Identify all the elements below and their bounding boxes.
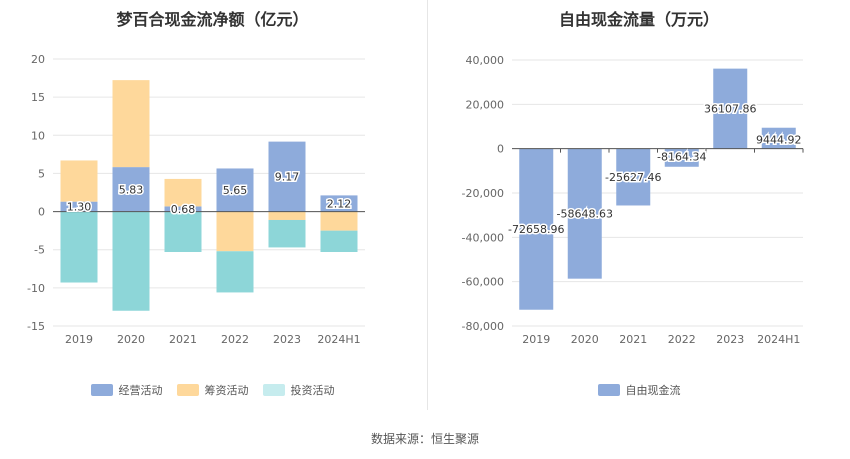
data-label: 36107.86: [704, 103, 757, 116]
x-tick-label: 2024H1: [317, 333, 360, 346]
bar-operating: [60, 201, 98, 212]
legend-item-investing[interactable]: 投资活动: [262, 382, 335, 398]
legend-swatch-operating: [90, 384, 113, 396]
y-tick-label: 15: [31, 91, 45, 104]
legend-label-investing: 投资活动: [290, 384, 335, 397]
bar-operating: [216, 168, 254, 212]
free-cash-flow-legend: 自由现金流: [428, 382, 850, 398]
x-tick-label: 2023: [716, 333, 744, 346]
cash-flow-chart: -15 -10 -5 0 5 10 15 20 2019 2020 2021 2022 2023 2024…: [27, 53, 365, 346]
bar-investing: [60, 211, 98, 283]
bar-operating: [112, 167, 150, 212]
y-tick-label: 0: [497, 143, 504, 156]
x-tick-label: 2024H1: [757, 333, 800, 346]
bar-investing: [268, 219, 306, 248]
legend-label-operating: 经营活动: [118, 384, 163, 397]
data-label: 5.65: [223, 184, 248, 197]
legend-item-operating[interactable]: 经营活动: [90, 382, 163, 398]
bar-investing: [320, 230, 358, 253]
data-label: 2.12: [327, 197, 352, 210]
bar-free-cash-flow: [713, 68, 748, 149]
y-tick-label: 0: [38, 206, 45, 219]
cash-flow-chart-title: 梦百合现金流净额（亿元）: [116, 10, 309, 29]
free-cash-flow-chart: -80,000 -60,000 -40,000 -20,000 0 20,000 40,00…: [462, 54, 804, 346]
cash-flow-legend: 经营活动 筹资活动 投资活动: [0, 382, 425, 398]
bar-financing: [164, 178, 202, 207]
bar-financing: [216, 211, 254, 252]
x-tick-label: 2021: [169, 333, 197, 346]
data-label: -25627.46: [605, 171, 661, 184]
bar-free-cash-flow: [664, 148, 699, 167]
y-tick-label: -20,000: [462, 187, 504, 200]
data-label: -72658.96: [508, 223, 564, 236]
x-tick-label: 2022: [668, 333, 696, 346]
data-label: 1.30: [67, 201, 92, 214]
legend-label-financing: 筹资活动: [204, 384, 249, 397]
y-tick-label: 20,000: [466, 98, 505, 111]
y-tick-label: 40,000: [466, 54, 505, 67]
x-tick-label: 2019: [522, 333, 550, 346]
cash-flow-chart-panel: 梦百合现金流净额（亿元） -15 -10 -5 0 5 10 15 20 2019 2020 202…: [0, 0, 425, 410]
data-label: 9444.92: [756, 134, 802, 147]
y-tick-label: -5: [34, 244, 45, 257]
legend-label-free-cash-flow: 自由现金流: [625, 384, 681, 397]
bar-financing: [268, 211, 306, 220]
legend-item-free-cash-flow[interactable]: 自由现金流: [597, 382, 681, 398]
bar-financing: [60, 160, 98, 202]
data-label: -58648.63: [557, 208, 613, 221]
data-label: -8164.34: [657, 151, 706, 164]
bar-investing: [216, 251, 254, 293]
y-tick-label: -40,000: [462, 231, 504, 244]
y-tick-label: -10: [27, 282, 45, 295]
bar-free-cash-flow: [519, 148, 554, 310]
legend-swatch-investing: [262, 384, 285, 396]
x-tick-label: 2021: [619, 333, 647, 346]
bar-operating: [164, 206, 202, 212]
x-tick-label: 2020: [571, 333, 599, 346]
data-source-note: 数据来源：恒生聚源: [370, 432, 479, 446]
data-label: 5.83: [119, 183, 144, 196]
legend-swatch-financing: [176, 384, 199, 396]
bar-investing: [112, 211, 150, 311]
free-cash-flow-chart-panel: 自由现金流量（万元） -80,000 -60,000 -40,000 -20,000 0…: [428, 0, 850, 410]
legend-swatch-free-cash-flow: [597, 384, 620, 396]
x-tick-label: 2019: [65, 333, 93, 346]
y-tick-label: 20: [31, 53, 45, 66]
data-label: 9.17: [275, 171, 300, 184]
x-tick-label: 2023: [273, 333, 301, 346]
x-tick-label: 2020: [117, 333, 145, 346]
legend-item-financing[interactable]: 筹资活动: [176, 382, 249, 398]
bar-free-cash-flow: [761, 127, 796, 149]
x-tick-label: 2022: [221, 333, 249, 346]
bar-free-cash-flow: [616, 148, 651, 206]
y-tick-label: 10: [31, 129, 45, 142]
y-tick-label: -60,000: [462, 276, 504, 289]
free-cash-flow-chart-title: 自由现金流量（万元）: [558, 10, 719, 29]
panel-divider: [427, 0, 428, 410]
y-tick-label: -80,000: [462, 320, 504, 333]
y-tick-label: -15: [27, 320, 45, 333]
bar-operating: [268, 141, 306, 212]
bar-investing: [164, 211, 202, 253]
data-label: 0.68: [171, 203, 196, 216]
bar-financing: [320, 211, 358, 231]
bar-free-cash-flow: [567, 148, 602, 279]
bar-financing: [112, 80, 150, 168]
y-tick-label: 5: [38, 167, 45, 180]
bar-operating: [320, 195, 358, 212]
